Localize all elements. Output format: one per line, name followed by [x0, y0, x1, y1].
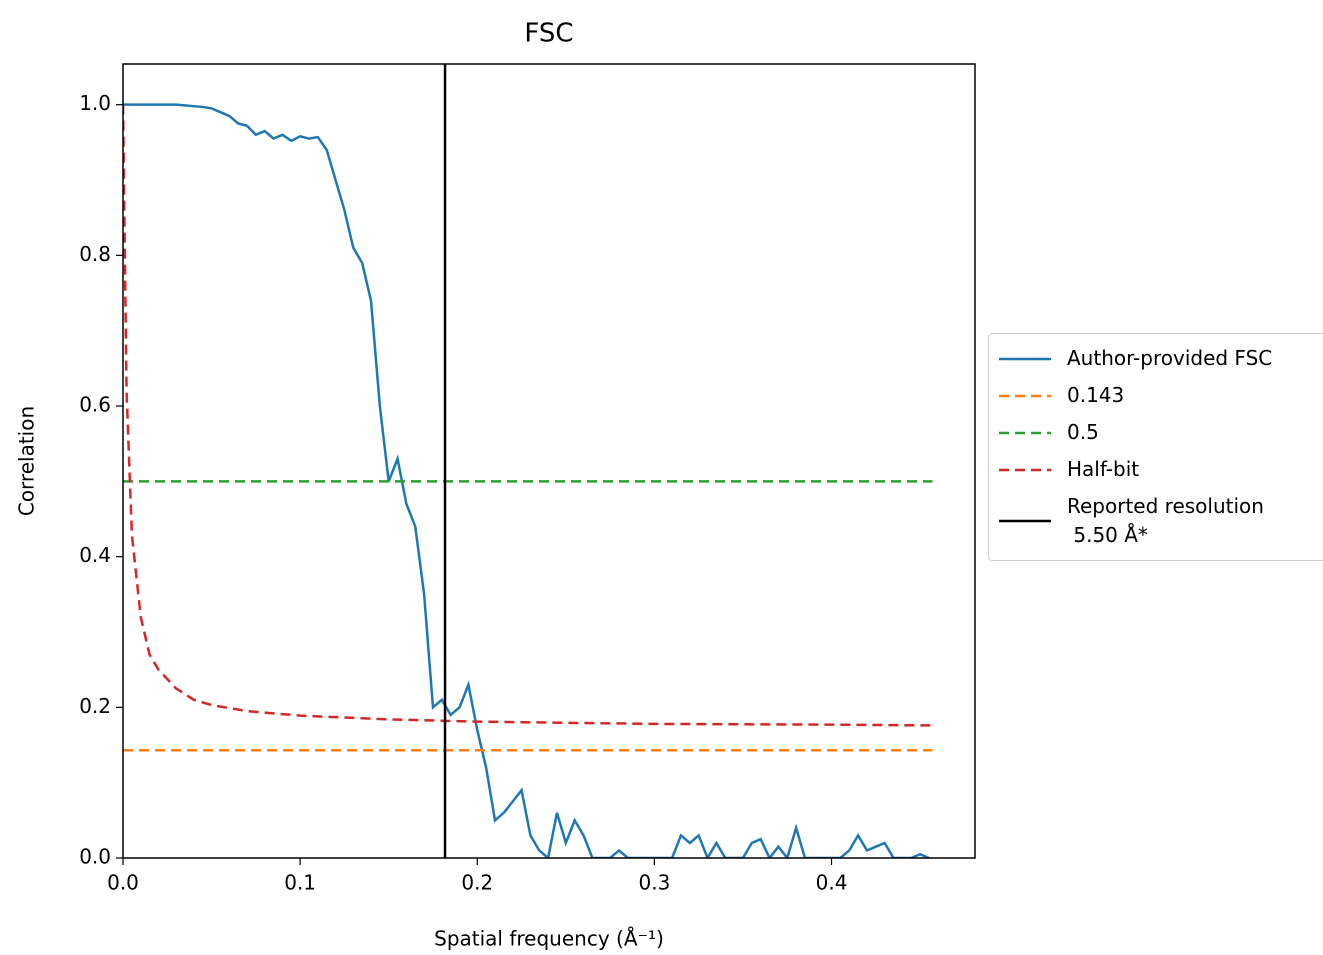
series-line	[123, 104, 933, 727]
legend-swatch	[999, 394, 1051, 397]
legend-item: 0.5	[989, 414, 1323, 451]
y-tick-label: 0.2	[79, 694, 111, 718]
x-tick-label: 0.3	[638, 871, 670, 895]
legend-swatch	[999, 357, 1051, 360]
y-tick-label: 0.6	[79, 393, 111, 417]
legend-swatch	[999, 468, 1051, 471]
legend-swatch	[999, 519, 1051, 523]
y-tick-label: 0.8	[79, 242, 111, 266]
legend-item: Half-bit	[989, 451, 1323, 488]
legend-label: 0.5	[1067, 420, 1099, 444]
legend-item: 0.143	[989, 377, 1323, 414]
legend-label: 0.143	[1067, 383, 1125, 407]
legend-label: Author-provided FSC	[1067, 346, 1273, 370]
y-axis-label: Correlation	[15, 406, 39, 516]
x-axis-label: Spatial frequency (Å⁻¹)	[434, 927, 664, 951]
y-tick-label: 1.0	[79, 91, 111, 115]
x-tick-label: 0.1	[284, 871, 316, 895]
legend: Author-provided FSC 0.143 0.5 Half-bit Repor…	[988, 333, 1323, 561]
legend-label: Half-bit	[1067, 457, 1140, 481]
legend-item: Author-provided FSC	[989, 340, 1323, 377]
y-tick-label: 0.0	[79, 845, 111, 869]
legend-label: Reported resolution 5.50 Å*	[1067, 494, 1264, 547]
y-tick-label: 0.4	[79, 543, 111, 567]
x-tick-label: 0.2	[461, 871, 493, 895]
x-tick-label: 0.0	[107, 871, 139, 895]
chart-title: FSC	[524, 19, 573, 49]
legend-item: Reported resolution 5.50 Å*	[989, 488, 1323, 554]
series-line	[123, 103, 930, 858]
plot-frame	[122, 63, 976, 859]
x-tick-label: 0.4	[816, 871, 848, 895]
legend-swatch	[999, 431, 1051, 434]
